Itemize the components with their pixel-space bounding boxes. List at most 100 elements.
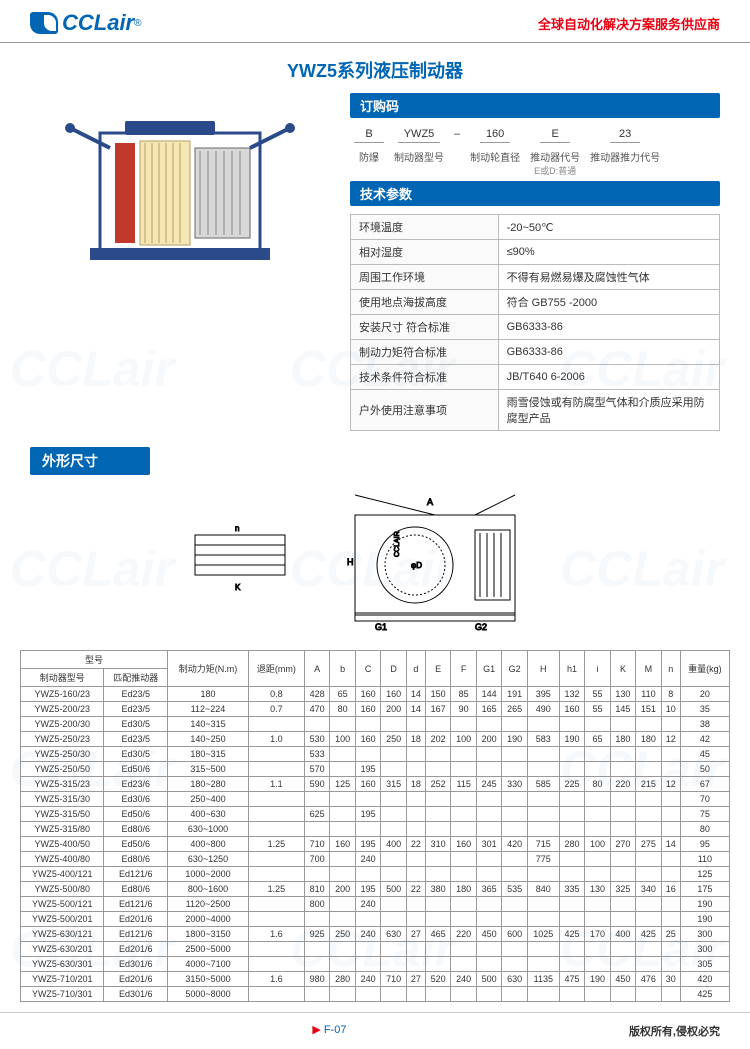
dim-cell: 535 [502, 882, 527, 897]
spec-key: 使用地点海拔高度 [351, 290, 499, 315]
dim-cell: 1.6 [248, 972, 304, 987]
dim-cell: 330 [502, 777, 527, 792]
order-sublabel: E或D:普通 [530, 164, 580, 177]
dim-cell: 250 [330, 927, 355, 942]
dim-cell: Ed80/6 [104, 822, 168, 837]
dim-cell: 240 [355, 927, 380, 942]
dim-cell [476, 852, 501, 867]
dim-cell: 202 [425, 732, 450, 747]
dim-cell [425, 717, 450, 732]
dim-cell [502, 942, 527, 957]
dim-cell: 310 [425, 837, 450, 852]
dim-cell [502, 747, 527, 762]
dim-cell: Ed301/6 [104, 957, 168, 972]
dim-cell [330, 717, 355, 732]
order-label: 防爆 [354, 149, 384, 164]
dim-row: YWZ5-630/121Ed121/61800~31501.6925250240… [21, 927, 730, 942]
dim-cell: 80 [680, 822, 729, 837]
spec-row: 环境温度-20~50℃ [351, 215, 720, 240]
dim-cell: 400~630 [168, 807, 249, 822]
dim-cell: 245 [476, 777, 501, 792]
dim-cell [381, 957, 406, 972]
dim-cell: 65 [585, 732, 610, 747]
dim-cell: 130 [585, 882, 610, 897]
dim-cell [406, 792, 425, 807]
dim-cell: 220 [451, 927, 476, 942]
dim-header: K [610, 651, 635, 687]
logo-text: CCLair [62, 10, 134, 36]
spec-val: JB/T640 6-2006 [498, 365, 719, 390]
dim-cell: YWZ5-500/121 [21, 897, 104, 912]
svg-text:n: n [235, 524, 239, 533]
dim-cell [425, 987, 450, 1002]
dim-cell: Ed201/6 [104, 942, 168, 957]
dim-cell: 191 [502, 687, 527, 702]
dim-cell: 428 [304, 687, 329, 702]
dim-cell [304, 912, 329, 927]
dim-cell [610, 762, 635, 777]
dim-cell: 45 [680, 747, 729, 762]
dim-cell: Ed201/6 [104, 912, 168, 927]
dim-cell: 400 [610, 927, 635, 942]
dim-cell: 180 [451, 882, 476, 897]
dim-cell [559, 792, 584, 807]
dim-cell: 5000~8000 [168, 987, 249, 1002]
order-codes: B 防爆 YWZ5 制动器型号 – 160 制动轮直径 E 推动器代号 E或D:… [350, 118, 720, 181]
dim-cell [248, 762, 304, 777]
dim-cell [636, 747, 661, 762]
dim-header: 制动器型号 [21, 669, 104, 687]
dim-row: YWZ5-315/23Ed23/6180~2801.15901251603151… [21, 777, 730, 792]
dim-cell: 115 [451, 777, 476, 792]
dim-cell: 301 [476, 837, 501, 852]
dim-cell [330, 867, 355, 882]
order-section-title: 订购码 [350, 93, 720, 118]
dim-cell: Ed80/6 [104, 882, 168, 897]
dim-cell: 533 [304, 747, 329, 762]
dim-cell: 160 [381, 687, 406, 702]
dim-cell: 180 [610, 732, 635, 747]
order-code: B [354, 126, 384, 143]
order-label: 制动器型号 [394, 149, 444, 164]
dim-cell: 160 [559, 702, 584, 717]
dim-cell [502, 987, 527, 1002]
dim-cell [610, 807, 635, 822]
dim-cell [355, 867, 380, 882]
dim-cell: 110 [636, 687, 661, 702]
spec-key: 相对湿度 [351, 240, 499, 265]
dim-cell: 12 [661, 777, 680, 792]
svg-text:G2: G2 [475, 622, 487, 632]
dim-cell [451, 852, 476, 867]
dim-cell: Ed80/6 [104, 852, 168, 867]
dim-cell: YWZ5-250/30 [21, 747, 104, 762]
dim-cell: Ed30/5 [104, 717, 168, 732]
dim-cell: 38 [680, 717, 729, 732]
dim-row: YWZ5-710/201Ed201/63150~50001.6980280240… [21, 972, 730, 987]
dim-cell [406, 717, 425, 732]
dim-cell [502, 852, 527, 867]
order-code: E [540, 126, 570, 143]
dim-cell [585, 957, 610, 972]
dim-cell [425, 747, 450, 762]
dim-cell [610, 987, 635, 1002]
svg-text:K: K [235, 583, 241, 592]
dim-cell: 400 [381, 837, 406, 852]
dim-cell [451, 792, 476, 807]
dim-cell [610, 717, 635, 732]
spec-val: 雨雪侵蚀或有防腐型气体和介质应采用防腐型产品 [498, 390, 719, 431]
dim-cell [406, 912, 425, 927]
dim-cell: 240 [355, 897, 380, 912]
spec-val: 不得有易燃易爆及腐蚀性气体 [498, 265, 719, 290]
dim-cell: 195 [355, 882, 380, 897]
dim-cell: YWZ5-160/23 [21, 687, 104, 702]
dim-cell [661, 987, 680, 1002]
dim-cell [304, 957, 329, 972]
dim-cell: 180~280 [168, 777, 249, 792]
dim-cell: 10 [661, 702, 680, 717]
dim-cell: 16 [661, 882, 680, 897]
dim-cell [355, 957, 380, 972]
dim-cell [559, 717, 584, 732]
dim-cell: 810 [304, 882, 329, 897]
dim-cell [304, 987, 329, 1002]
dim-cell [527, 747, 559, 762]
dim-header: 退距(mm) [248, 651, 304, 687]
